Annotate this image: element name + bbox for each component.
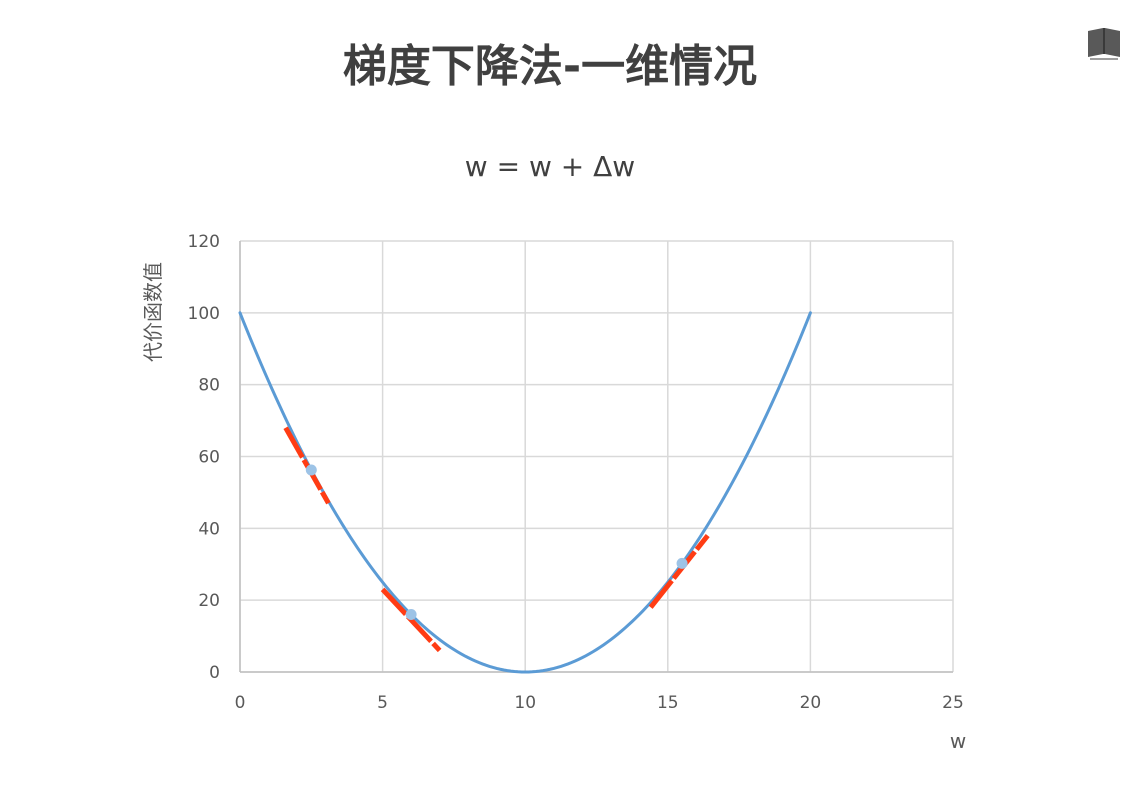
x-tick-label: 20 <box>800 693 822 713</box>
y-tick-label: 20 <box>198 591 220 611</box>
gradient-point <box>676 557 688 569</box>
y-tick-label: 120 <box>188 232 220 252</box>
slide-title: 梯度下降法-一维情况 <box>342 41 758 92</box>
x-tick-label: 25 <box>942 693 964 713</box>
y-tick-label: 60 <box>198 448 220 468</box>
y-tick-label: 40 <box>198 519 220 539</box>
tangent-segment <box>283 426 331 505</box>
series-lines <box>238 311 812 674</box>
gridlines <box>239 240 954 673</box>
x-tick-label: 0 <box>235 693 246 713</box>
y-tick-label: 80 <box>198 376 220 396</box>
tangent-segments <box>283 426 710 653</box>
y-tick-label: 0 <box>209 663 220 683</box>
tangent-segment <box>648 533 710 609</box>
tick-labels: 0 20 40 60 80 100 120 0 5 10 15 20 25 <box>188 232 964 713</box>
data-points <box>305 464 688 621</box>
update-formula: w = w + Δw <box>464 150 636 183</box>
gradient-point <box>305 464 317 476</box>
gradient-point <box>405 609 417 621</box>
x-tick-label: 15 <box>657 693 679 713</box>
cost-curve-line <box>238 311 812 674</box>
y-axis-title: 代价函数值 <box>141 262 165 362</box>
x-axis-title: w <box>950 729 966 753</box>
x-tick-label: 10 <box>514 693 536 713</box>
book-icon[interactable] <box>1086 26 1122 60</box>
x-tick-label: 5 <box>377 693 388 713</box>
y-tick-label: 100 <box>188 304 220 324</box>
